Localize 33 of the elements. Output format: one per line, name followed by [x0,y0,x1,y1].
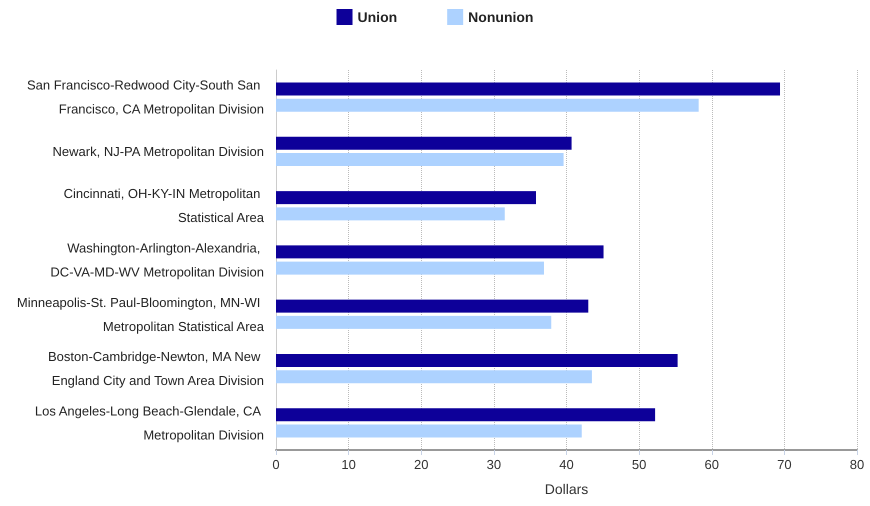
y-tick-label: Newark, NJ-PA Metropolitan Division [52,144,264,159]
x-tick-label: 60 [704,457,719,472]
y-tick-label: Los Angeles-Long Beach-Glendale, CA Metropolitan Division [34,403,264,442]
bar [276,191,536,204]
bar [276,408,656,422]
y-tick-label: Minneapolis-St. Paul-Bloomington, MN-WI Metropolitan Statistical Area [16,294,265,334]
bar [276,354,678,367]
y-tick-label: Cincinnati, OH-KY-IN Metropolitan Statistical Area [64,186,265,226]
x-axis-title: Dollars [544,481,588,497]
bar [276,245,604,258]
x-tick-label: 0 [272,457,280,472]
y-tick-label: Boston-Cambridge-Newton, MA New England City and Town Area Division [48,349,264,388]
bar [276,300,588,313]
bar [276,262,544,275]
bar [276,82,780,96]
x-tick-label: 10 [341,457,356,472]
bar [276,153,564,166]
y-tick-label: San Francisco-Redwood City-South San Francisco, CA Metropolitan Division [26,78,264,117]
bar [276,316,552,329]
x-tick-label: 70 [777,457,792,472]
x-tick-label: 50 [632,457,646,472]
legend-label: Nonunion [468,9,534,25]
y-tick-label: Washington-Arlington-Alexandria, DC-VA-MD-WV Metropolitan Division [50,240,264,280]
bar [276,98,699,112]
bar [276,370,592,384]
x-tick-label: 80 [850,457,864,472]
x-tick-label: 20 [414,457,428,472]
legend-label: Union [358,9,398,25]
x-tick-label: 40 [559,457,574,472]
bar [276,207,505,220]
bar [276,424,582,438]
bar [276,136,572,150]
x-tick-label: 30 [486,457,502,472]
